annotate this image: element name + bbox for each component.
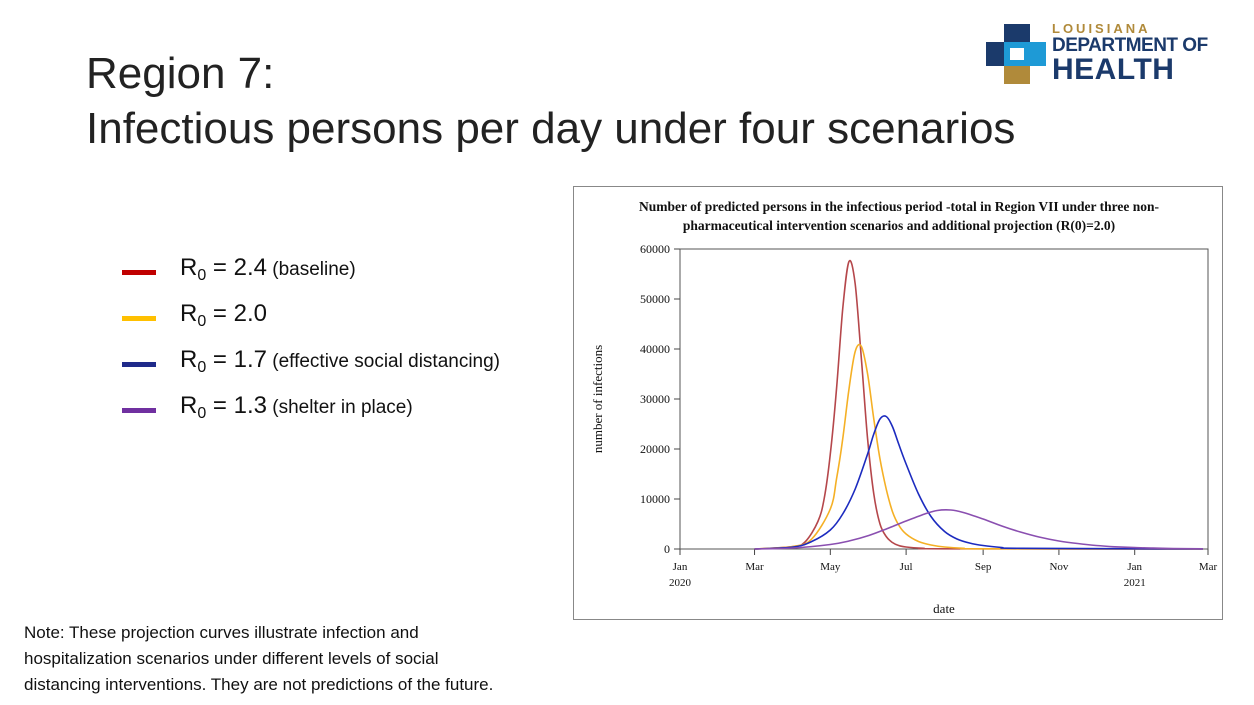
slide-title-line1: Region 7: (86, 49, 275, 98)
logo-health: HEALTH (1052, 53, 1175, 86)
cross-logo-icon (986, 24, 1046, 84)
x-tick-year-label: 2020 (669, 577, 692, 589)
chart-frame: Number of predicted persons in the infec… (573, 186, 1223, 620)
y-tick-label: 10000 (640, 492, 670, 506)
y-tick-label: 60000 (640, 242, 670, 256)
infections-line-chart: 0 10000 20000 30000 40000 50000 60000 Jan 2020 Ma… (590, 242, 1218, 616)
x-tick-label: Jan (673, 561, 688, 573)
y-tick-label: 40000 (640, 342, 670, 356)
note-line3: distancing interventions. They are not p… (24, 675, 494, 694)
plot-area (679, 248, 1209, 550)
legend-swatch (122, 316, 156, 321)
y-axis-label: number of infections (590, 345, 605, 453)
x-tick-label: Jan (1127, 561, 1142, 573)
legend-swatch (122, 362, 156, 367)
x-axis-label: date (933, 601, 955, 616)
y-tick-label: 50000 (640, 292, 670, 306)
legend-label: R0 = 2.4 (baseline) (180, 254, 356, 284)
series-line-3 (754, 509, 1204, 550)
ldh-logo: LOUISIANA DEPARTMENT OF HEALTH (984, 22, 1234, 86)
note-line1: Note: These projection curves illustrate… (24, 623, 419, 642)
chart-title: Number of predicted persons in the infec… (584, 197, 1214, 235)
legend-label: R0 = 1.3 (shelter in place) (180, 392, 413, 422)
x-tick-label: Mar (1199, 561, 1218, 573)
y-tick-label: 20000 (640, 442, 670, 456)
logo-department: DEPARTMENT OF (1052, 35, 1208, 56)
x-tick-label: Nov (1049, 561, 1068, 573)
x-tick-year-label: 2021 (1124, 577, 1146, 589)
legend-label: R0 = 2.0 (180, 300, 267, 330)
chart-title-line2: pharmaceutical intervention scenarios an… (682, 218, 1116, 233)
logo-state: LOUISIANA (1052, 21, 1151, 36)
legend-swatch (122, 270, 156, 275)
chart-title-line1: Number of predicted persons in the infec… (638, 199, 1160, 214)
series-line-2 (754, 415, 1204, 550)
slide-title-line2: Infectious persons per day under four sc… (86, 104, 1016, 153)
slide-title: Region 7: Infectious persons per day und… (86, 46, 1015, 156)
series-line-0 (754, 259, 1204, 550)
x-tick-label: Mar (745, 561, 764, 573)
legend-swatch (122, 408, 156, 413)
x-tick-label: Jul (900, 561, 913, 573)
x-tick-label: May (820, 561, 841, 573)
x-tick-label: Sep (975, 561, 992, 573)
y-tick-label: 0 (664, 542, 670, 556)
legend-label: R0 = 1.7 (effective social distancing) (180, 346, 501, 376)
note-line2: hospitalization scenarios under differen… (24, 649, 439, 668)
y-tick-label: 30000 (640, 392, 670, 406)
disclaimer-note: Note: These projection curves illustrate… (24, 620, 604, 698)
series-line-1 (754, 343, 1204, 550)
